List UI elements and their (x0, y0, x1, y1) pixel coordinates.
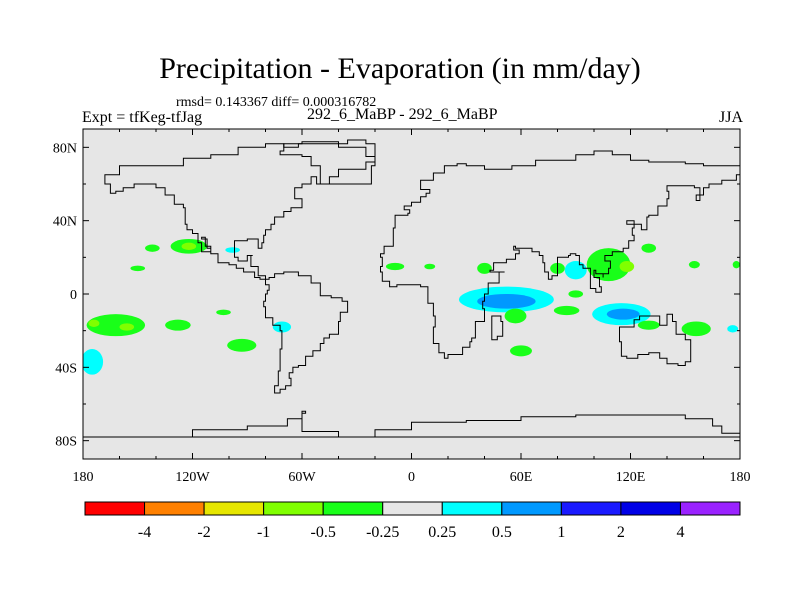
y-tick-label-3: 40N (53, 215, 77, 230)
colorbar-box-8 (560, 501, 622, 516)
stats-text: rmsd= 0.143367 diff= 0.000316782 (176, 95, 377, 110)
colorbar-box-5 (382, 501, 443, 516)
anomaly-region-11 (216, 309, 231, 316)
colorbar-label-8: 2 (617, 524, 625, 541)
anomaly-region-22 (637, 320, 660, 330)
anomaly-region-14 (424, 263, 436, 270)
anomaly-region-33 (727, 325, 739, 333)
experiment-label: Expt = tfKeg-tfJag (82, 109, 203, 126)
anomaly-region-10 (272, 321, 292, 333)
colorbar-box-6 (441, 501, 503, 516)
coastline-5 (83, 410, 740, 438)
x-tick-label-4: 60E (510, 470, 533, 485)
colorbar-label-7: 1 (557, 524, 565, 541)
coastline-2 (491, 315, 504, 341)
anomaly-region-15 (477, 262, 492, 274)
anomaly-region-26 (641, 243, 657, 253)
anomaly-region-3 (225, 247, 240, 253)
center-label: 292_6_MaBP - 292_6_MaBP (307, 106, 498, 123)
colorbar-box-0 (84, 501, 146, 516)
anomaly-region-27 (564, 261, 587, 280)
anomaly-region-25 (619, 261, 635, 272)
y-tick-label-2: 0 (70, 288, 77, 303)
colorbar-box-3 (263, 501, 324, 516)
anomaly-region-1 (181, 242, 197, 250)
colorbar-label-2: -1 (257, 524, 270, 541)
colorbar-box-4 (322, 501, 384, 516)
anomaly-region-32 (510, 345, 532, 357)
season-label: JJA (718, 109, 743, 126)
colorbar-label-5: 0.25 (428, 524, 456, 541)
colorbar-label-9: 4 (676, 524, 684, 541)
colorbar-label-4: -0.25 (366, 524, 399, 541)
anomaly-region-17 (477, 294, 536, 309)
colorbar-label-0: -4 (138, 524, 151, 541)
anomaly-region-4 (130, 265, 146, 272)
anomaly-region-18 (504, 308, 527, 324)
x-tick-label-5: 120E (616, 470, 646, 485)
anomaly-region-31 (732, 261, 740, 269)
coastline-3 (619, 313, 692, 366)
colorbar-box-10 (679, 501, 741, 516)
anomaly-region-7 (88, 319, 100, 328)
chart-title: Precipitation - Evaporation (in mm/day) (159, 52, 641, 85)
anomaly-region-23 (681, 321, 711, 337)
anomaly-region-12 (83, 349, 104, 375)
x-tick-label-0: 180 (73, 470, 94, 485)
anomaly-region-9 (227, 338, 257, 352)
anomaly-region-29 (568, 290, 584, 298)
anomaly-region-5 (86, 314, 146, 337)
coastline-1 (380, 150, 740, 359)
colorbar-box-1 (144, 501, 205, 516)
coastline-4 (279, 141, 376, 185)
anomaly-region-21 (606, 308, 640, 320)
anomaly-region-8 (165, 319, 191, 331)
anomaly-region-2 (145, 244, 160, 252)
y-tick-label-4: 80N (53, 141, 77, 156)
x-tick-label-1: 120W (175, 470, 210, 485)
anomaly-region-30 (688, 261, 700, 269)
anomaly-region-6 (119, 323, 135, 331)
anomaly-region-13 (385, 262, 405, 271)
anomaly-region-19 (553, 305, 580, 316)
x-tick-label-2: 60W (288, 470, 316, 485)
y-tick-label-1: 40S (55, 361, 77, 376)
map-background (83, 129, 740, 459)
colorbar-label-1: -2 (197, 524, 210, 541)
colorbar-label-3: -0.5 (311, 524, 336, 541)
colorbar-box-2 (203, 501, 265, 516)
colorbar-label-6: 0.5 (492, 524, 512, 541)
anomaly-region-24 (586, 248, 631, 282)
y-tick-label-0: 80S (55, 435, 77, 450)
colorbar-box-9 (620, 501, 681, 516)
x-tick-label-3: 0 (408, 470, 415, 485)
x-tick-label-6: 180 (730, 470, 751, 485)
colorbar-box-7 (501, 501, 562, 516)
coastline-0 (104, 139, 376, 394)
